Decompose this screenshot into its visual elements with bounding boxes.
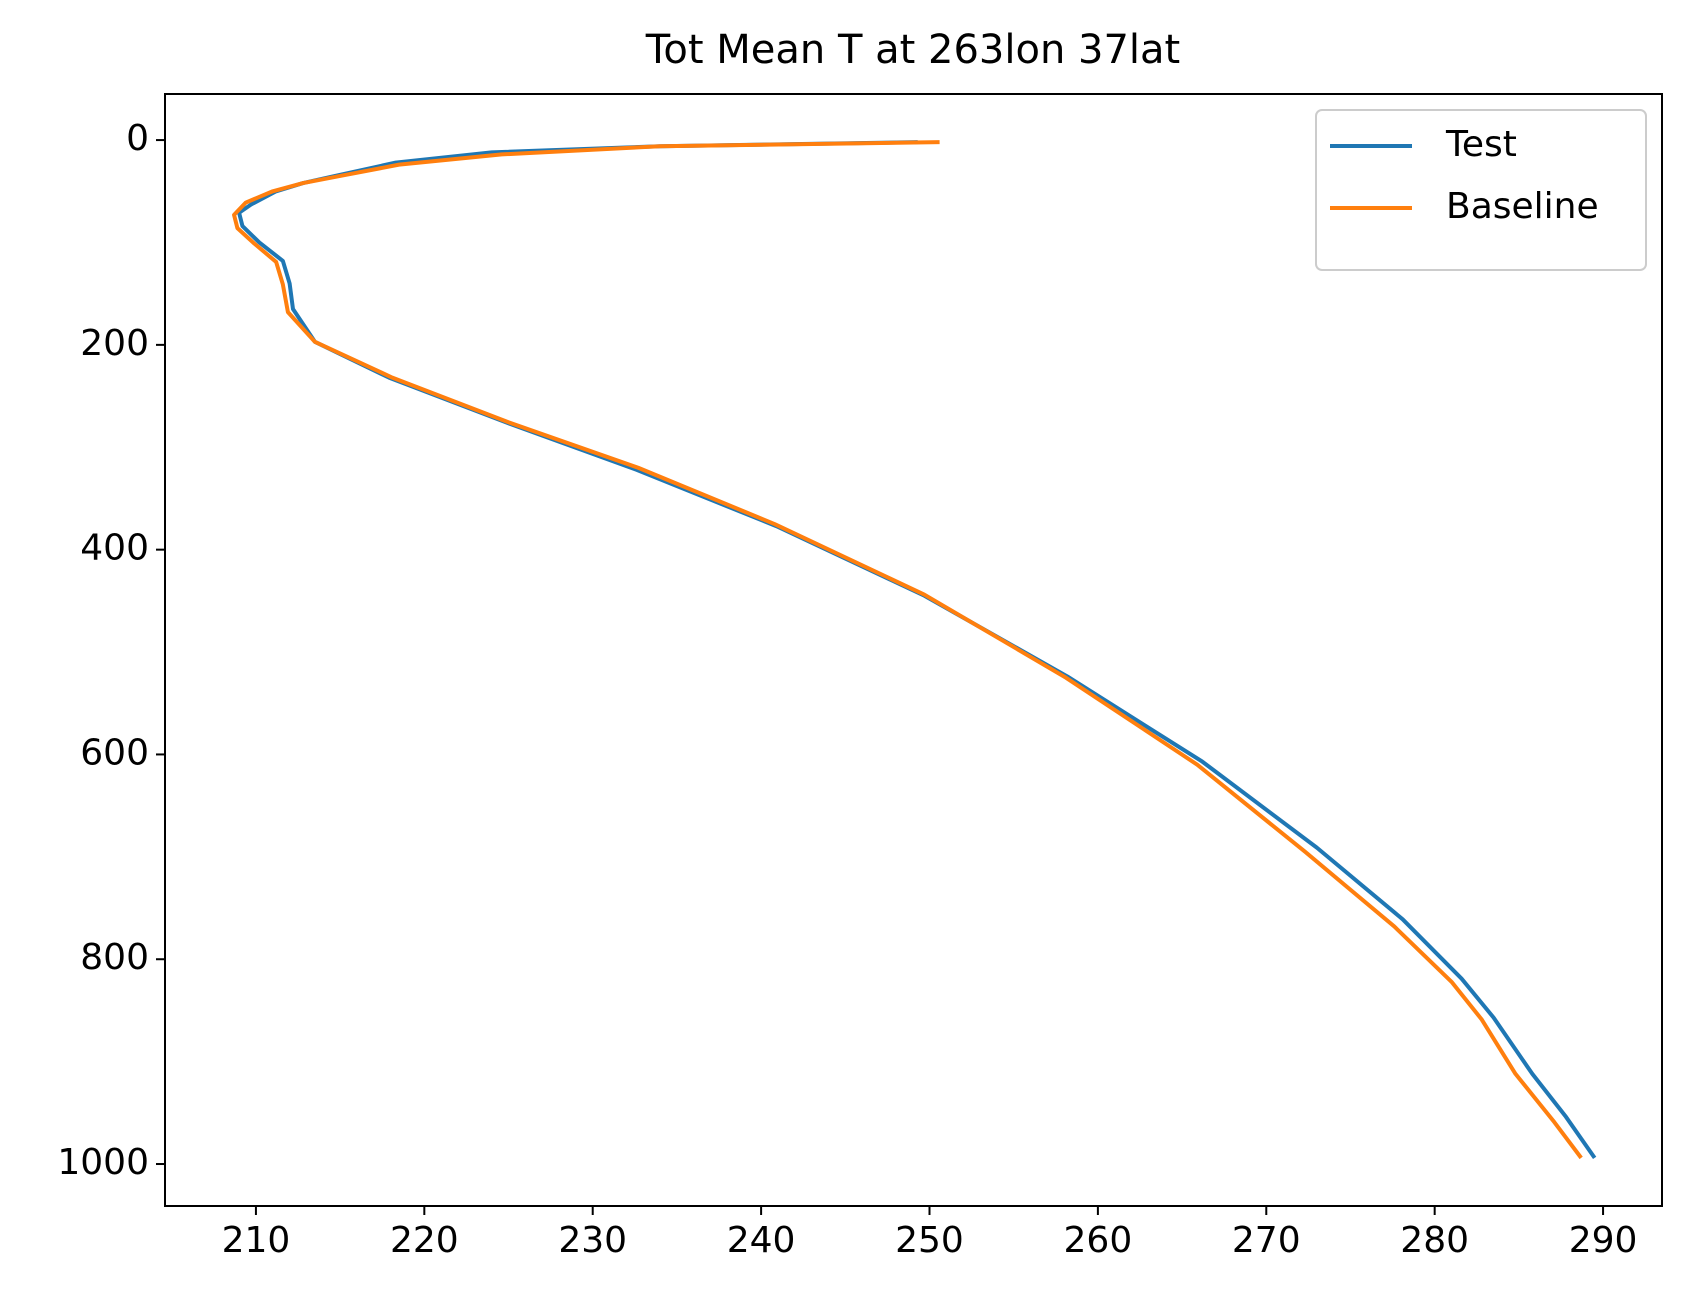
y-tick-label: 400 (80, 528, 149, 569)
x-tick-label: 230 (558, 1220, 627, 1261)
x-tick-label: 250 (895, 1220, 964, 1261)
y-tick-label: 600 (80, 732, 149, 773)
x-tick-label: 260 (1064, 1220, 1133, 1261)
legend-label: Test (1445, 124, 1517, 165)
series-line (232, 140, 1583, 1160)
x-tick-label: 290 (1569, 1220, 1638, 1261)
x-tick-label: 210 (222, 1220, 291, 1261)
plot-frame (164, 93, 1663, 1207)
legend-label: Baseline (1446, 186, 1599, 227)
x-tick-label: 280 (1400, 1220, 1469, 1261)
series-line (237, 140, 1597, 1160)
y-tick-label: 200 (80, 323, 149, 364)
chart-title: Tot Mean T at 263lon 37lat (645, 27, 1180, 73)
x-tick-label: 270 (1232, 1220, 1301, 1261)
x-tick-label: 240 (727, 1220, 796, 1261)
y-tick-label: 1000 (57, 1142, 149, 1183)
x-tick-label: 220 (390, 1220, 459, 1261)
y-tick-label: 800 (80, 937, 149, 978)
legend-box (1315, 109, 1647, 271)
y-tick-label: 0 (126, 118, 149, 159)
